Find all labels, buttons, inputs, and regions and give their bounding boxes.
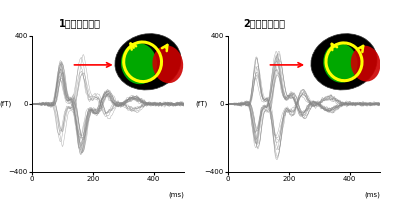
Ellipse shape [323, 43, 358, 83]
Ellipse shape [351, 46, 380, 82]
Ellipse shape [311, 34, 377, 90]
Text: 1回目の計測時: 1回目の計測時 [59, 18, 101, 28]
Text: (ms): (ms) [168, 191, 184, 198]
Ellipse shape [152, 45, 183, 83]
Ellipse shape [115, 34, 181, 90]
Y-axis label: (fT): (fT) [0, 101, 12, 107]
Text: (ms): (ms) [364, 191, 380, 198]
Text: 2回目の計測時: 2回目の計測時 [243, 18, 285, 28]
Y-axis label: (fT): (fT) [196, 101, 208, 107]
Ellipse shape [121, 43, 157, 84]
